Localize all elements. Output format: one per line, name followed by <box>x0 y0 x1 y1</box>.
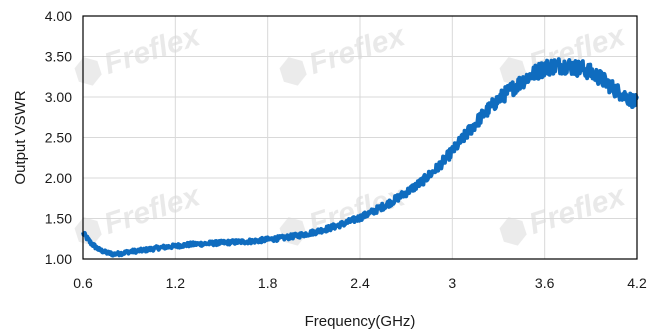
watermark: Freflex <box>279 179 410 246</box>
series-layer <box>81 57 639 258</box>
plot-border <box>82 15 638 260</box>
y-tick-label: 1.50 <box>45 211 72 227</box>
watermark-text: Freflex <box>525 179 630 241</box>
y-axis-title: Output VSWR <box>12 90 29 184</box>
tick-labels: 0.6 1.2 1.8 2.4 3 3.6 4.2 1.00 1.50 2.00 2.50 3.00 3… <box>45 8 647 291</box>
y-tick-label: 1.00 <box>45 251 72 267</box>
x-tick-label: 4.2 <box>627 275 647 291</box>
x-tick-label: 1.8 <box>258 275 278 291</box>
watermark: Freflex <box>74 19 205 86</box>
plot-frame <box>82 15 638 260</box>
watermark-logo-icon <box>74 57 102 86</box>
x-tick-label: 2.4 <box>350 275 370 291</box>
vswr-series-line <box>81 57 639 258</box>
watermark-logo-icon <box>279 57 307 86</box>
watermark-logo-icon <box>499 217 527 246</box>
y-tick-label: 4.00 <box>45 8 72 24</box>
watermark: Freflex <box>279 19 410 86</box>
watermark-text: Freflex <box>100 19 205 81</box>
y-tick-label: 2.50 <box>45 130 72 146</box>
y-tick-label: 3.50 <box>45 49 72 65</box>
watermark: Freflex <box>499 179 630 246</box>
x-axis-title: Frequency(GHz) <box>305 313 416 330</box>
y-tick-label: 3.00 <box>45 89 72 105</box>
watermark-text: Freflex <box>100 179 205 241</box>
y-tick-label: 2.00 <box>45 170 72 186</box>
x-tick-label: 3.6 <box>535 275 555 291</box>
watermark-logo-icon <box>74 217 102 246</box>
watermark-text: Freflex <box>305 19 410 81</box>
x-tick-label: 0.6 <box>73 275 93 291</box>
x-tick-label: 3 <box>448 275 456 291</box>
x-tick-label: 1.2 <box>166 275 186 291</box>
